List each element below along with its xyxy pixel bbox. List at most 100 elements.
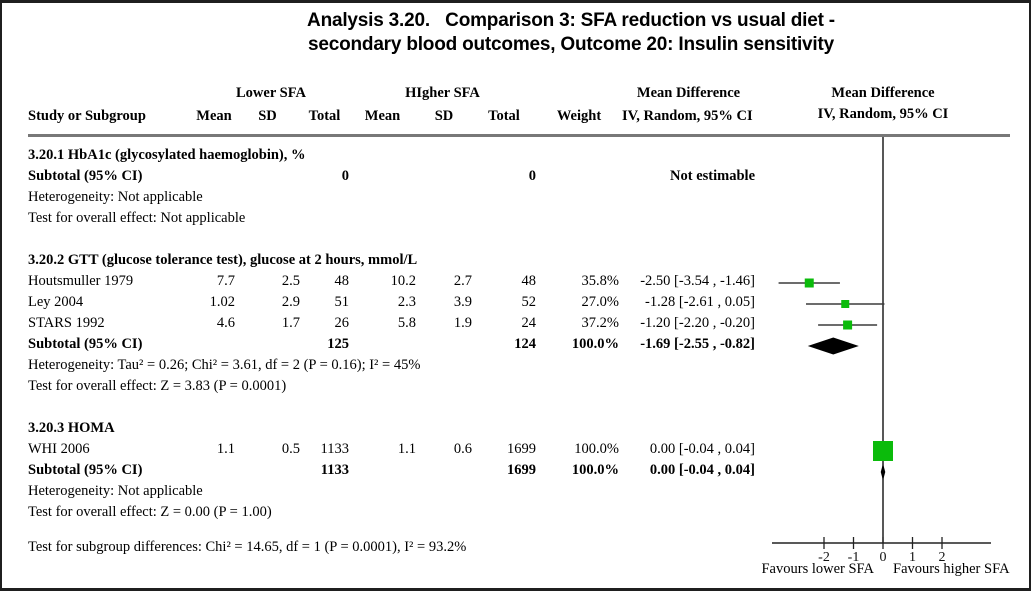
column-header-study: Study or Subgroup: [28, 108, 146, 124]
subgroup-heading-row: 3.20.3 HOMA: [28, 418, 755, 439]
heterogeneity-note: Heterogeneity: Not applicable: [28, 483, 203, 499]
study-row: Ley 2004 1.02 2.9 51 2.3 3.9 52 27.0% -1…: [28, 292, 755, 313]
total-2: 24: [521, 315, 537, 331]
mean-1: 7.7: [216, 273, 235, 289]
subtotal-row: Subtotal (95% CI) 125 124 100.0% -1.69 […: [28, 334, 755, 355]
subtotal-label: Subtotal (95% CI): [28, 336, 143, 352]
group-header-higher-sfa: HIgher SFA: [405, 85, 480, 101]
subtotal-total-2: 124: [514, 336, 536, 352]
group-header-lower-sfa: Lower SFA: [236, 85, 306, 101]
axis-label-favours-higher: Favours higher SFA: [893, 561, 1010, 577]
subtotal-total-1: 0: [341, 168, 349, 184]
title-line-1: Analysis 3.20. Comparison 3: SFA reducti…: [307, 10, 835, 31]
effect-square: [843, 320, 853, 330]
x-axis-tick-label: 0: [880, 550, 887, 565]
subtotal-total-1: 125: [327, 336, 349, 352]
overall-effect-row: Test for overall effect: Z = 0.00 (P = 1…: [28, 502, 755, 523]
subtotal-weight: 100.0%: [571, 462, 619, 478]
ci-value: -1.28 [-2.61 , 0.05]: [645, 294, 755, 310]
column-header-total-2: Total: [488, 108, 520, 124]
group-header-mean-difference-plot: Mean Difference: [831, 85, 935, 101]
sd-1: 2.9: [281, 294, 300, 310]
subtotal-ci: -1.69 [-2.55 , -0.82]: [640, 336, 755, 352]
ci-value: -2.50 [-3.54 , -1.46]: [640, 273, 755, 289]
column-header-mean-2: Mean: [364, 108, 401, 124]
weight: 27.0%: [581, 294, 619, 310]
column-header-row: Study or Subgroup Mean SD Total Mean SD …: [28, 106, 755, 127]
subgroup-differences-note: Test for subgroup differences: Chi² = 14…: [28, 539, 467, 555]
overall-effect-note: Test for overall effect: Not applicable: [28, 210, 246, 226]
axis-label-favours-lower: Favours lower SFA: [761, 561, 874, 577]
total-2: 48: [521, 273, 537, 289]
page-title: Analysis 3.20. Comparison 3: SFA reducti…: [120, 9, 1022, 57]
spacer-row: [28, 397, 755, 418]
weight: 100.0%: [574, 441, 619, 457]
study-row: WHI 2006 1.1 0.5 1133 1.1 0.6 1699 100.0…: [28, 439, 755, 460]
effect-square: [804, 278, 814, 288]
total-1: 48: [334, 273, 350, 289]
sd-1: 0.5: [281, 441, 300, 457]
study-row: Houtsmuller 1979 7.7 2.5 48 10.2 2.7 48 …: [28, 271, 755, 292]
column-header-sd-2: SD: [434, 108, 454, 124]
mean-1: 1.1: [216, 441, 235, 457]
subtotal-total-2: 0: [528, 168, 536, 184]
subtotal-label: Subtotal (95% CI): [28, 462, 143, 478]
effect-square: [873, 441, 893, 461]
group-header-mean-difference-text: Mean Difference: [636, 85, 741, 101]
subgroup-heading-row: 3.20.1 HbA1c (glycosylated haemoglobin),…: [28, 145, 755, 166]
mean-1: 4.6: [216, 315, 235, 331]
weight: 37.2%: [581, 315, 619, 331]
total-1: 1133: [320, 441, 349, 457]
subgroup-2-heading: 3.20.2 GTT (glucose tolerance test), glu…: [28, 252, 418, 268]
subgroup-3-heading: 3.20.3 HOMA: [28, 420, 115, 436]
overall-effect-row: Test for overall effect: Z = 3.83 (P = 0…: [28, 376, 755, 397]
sd-2: 3.9: [453, 294, 472, 310]
heterogeneity-note: Heterogeneity: Not applicable: [28, 189, 203, 205]
subgroup-heading-row: 3.20.2 GTT (glucose tolerance test), glu…: [28, 250, 755, 271]
subtotal-total-2: 1699: [507, 462, 536, 478]
column-header-total-1: Total: [308, 108, 341, 124]
mean-2: 5.8: [397, 315, 416, 331]
title-line-2: secondary blood outcomes, Outcome 20: In…: [308, 34, 834, 55]
total-2: 52: [521, 294, 537, 310]
subtotal-label: Subtotal (95% CI): [28, 168, 143, 184]
subtotal-diamond: [807, 337, 859, 355]
column-header-ci-text: IV, Random, 95% CI: [622, 108, 753, 124]
column-header-ci-plot: IV, Random, 95% CI: [817, 106, 949, 122]
overall-effect-note: Test for overall effect: Z = 3.83 (P = 0…: [28, 378, 287, 394]
mean-2: 2.3: [397, 294, 416, 310]
ci-value: -1.20 [-2.20 , -0.20]: [640, 315, 755, 331]
subtotal-row: Subtotal (95% CI) 1133 1699 100.0% 0.00 …: [28, 460, 755, 481]
heterogeneity-row: Heterogeneity: Tau² = 0.26; Chi² = 3.61,…: [28, 355, 755, 376]
subgroup-1-heading: 3.20.1 HbA1c (glycosylated haemoglobin),…: [28, 147, 306, 163]
subtotal-total-1: 1133: [320, 462, 349, 478]
study-name: STARS 1992: [28, 315, 105, 331]
column-header-sd-1: SD: [258, 108, 277, 124]
total-1: 26: [334, 315, 350, 331]
subtotal-row: Subtotal (95% CI) 0 0 Not estimable: [28, 166, 755, 187]
subtotal-ci: Not estimable: [670, 168, 755, 184]
subtotal-diamond: [880, 463, 886, 481]
subtotal-weight: 100.0%: [571, 336, 619, 352]
study-name: WHI 2006: [28, 441, 90, 457]
table-body: 3.20.1 HbA1c (glycosylated haemoglobin),…: [28, 145, 755, 523]
total-1: 51: [334, 294, 350, 310]
column-header-weight: Weight: [556, 108, 602, 124]
sd-1: 2.5: [281, 273, 300, 289]
ci-value: 0.00 [-0.04 , 0.04]: [649, 441, 755, 457]
heterogeneity-row: Heterogeneity: Not applicable: [28, 187, 755, 208]
mean-2: 1.1: [397, 441, 416, 457]
sd-2: 2.7: [453, 273, 472, 289]
sd-2: 1.9: [453, 315, 472, 331]
study-name: Ley 2004: [28, 294, 84, 310]
sd-2: 0.6: [453, 441, 472, 457]
effect-square: [841, 300, 850, 308]
spacer-row: [28, 229, 755, 250]
heterogeneity-note: Heterogeneity: Tau² = 0.26; Chi² = 3.61,…: [28, 357, 421, 373]
sd-1: 1.7: [281, 315, 300, 331]
column-header-mean-1: Mean: [196, 108, 232, 124]
study-row: STARS 1992 4.6 1.7 26 5.8 1.9 24 37.2% -…: [28, 313, 755, 334]
mean-1: 1.02: [209, 294, 235, 310]
mean-2: 10.2: [390, 273, 416, 289]
